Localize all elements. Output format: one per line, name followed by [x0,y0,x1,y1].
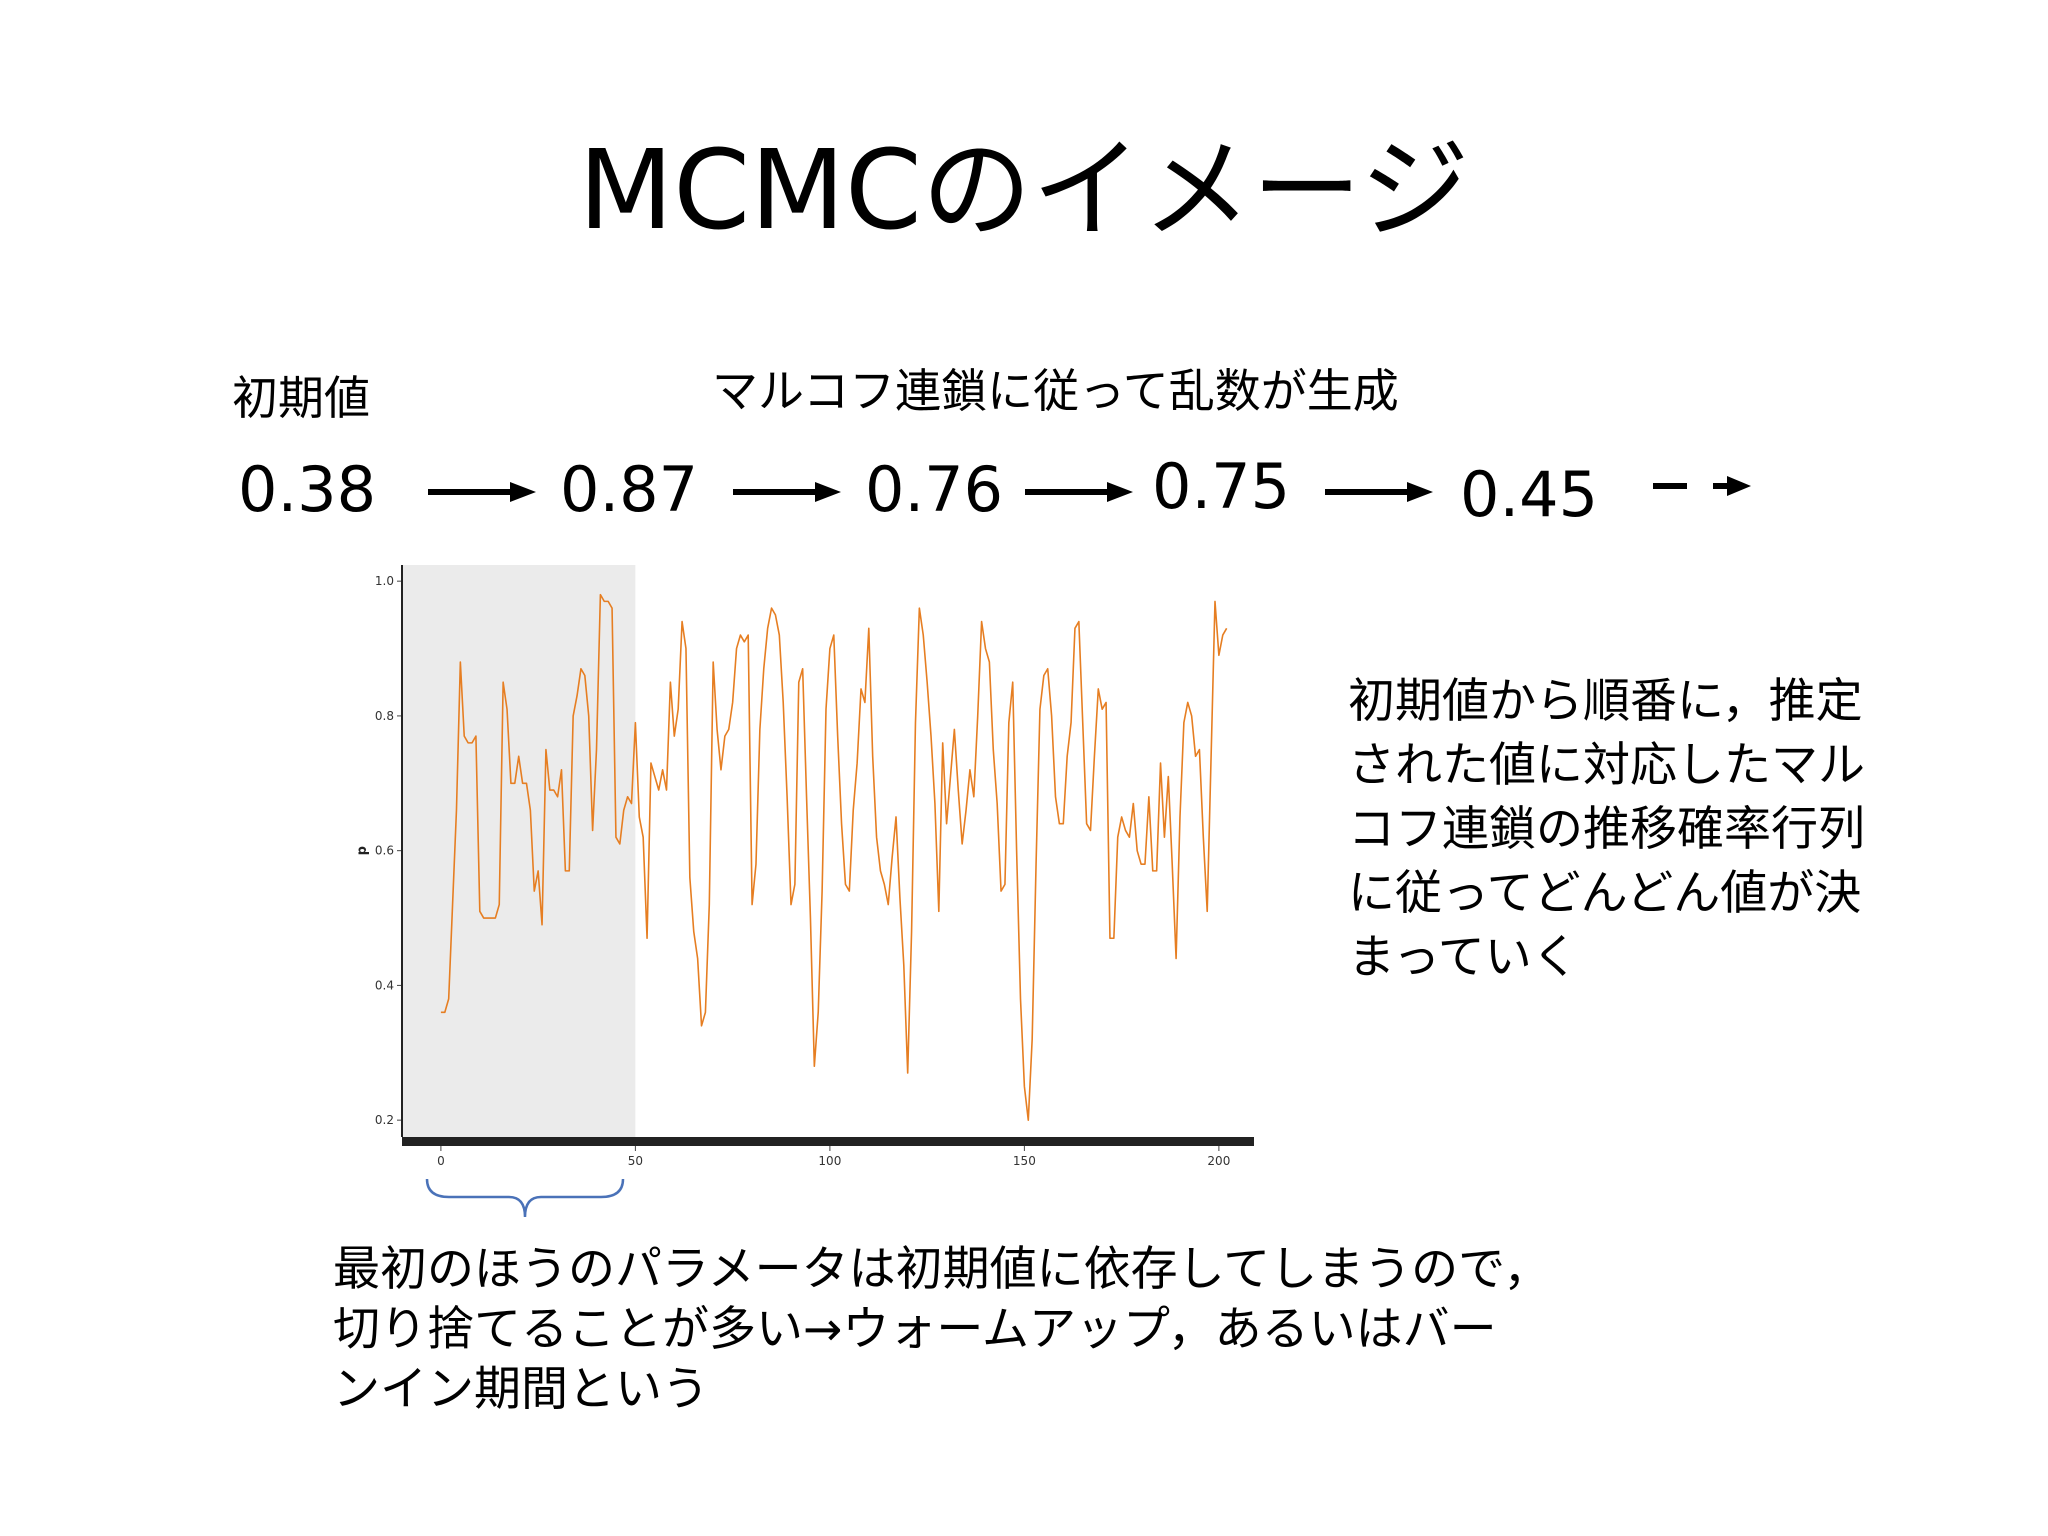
sequence-value-1: 0.38 [238,453,377,526]
sequence-value-3: 0.76 [865,453,1004,526]
markov-chain-label: マルコフ連鎖に従って乱数が生成 [712,364,1399,418]
sequence-value-5: 0.45 [1460,458,1599,531]
arrow-right-icon [1325,482,1433,502]
y-tick-label: 1.0 [375,574,394,588]
x-tick-label: 150 [1013,1154,1036,1165]
burn-in-line: 切り捨てることが多い→ウォームアップ，あるいはバー [333,1302,1497,1357]
x-axis-bar [402,1137,1254,1146]
initial-value-label: 初期値 [232,371,370,425]
burn-in-region [402,565,636,1137]
sequence-value-2: 0.87 [560,453,699,526]
burn-in-line: ンイン期間という [333,1362,709,1417]
arrow-right-icon [428,482,536,502]
explanation-line: まっていく [1348,930,1579,985]
slide-title: MCMCのイメージ [578,126,1470,254]
plot-background [635,565,1250,1137]
y-axis-label: p [355,846,370,855]
trace-line [440,593,1228,1121]
arrow-right-icon [733,482,841,502]
burn-in-brace-icon [425,1178,625,1218]
burn-in-note: 最初のほうのパラメータは初期値に依存してしまうので， 切り捨てることが多い→ウォ… [333,1240,1633,1420]
y-tick-label: 0.2 [375,1113,394,1127]
sequence-value-4: 0.75 [1152,450,1291,523]
arrow-right-icon [1025,482,1133,502]
trace-plot: 0.2 0.4 0.6 0.8 1.0 0 50 100 150 200 p [355,565,1254,1165]
dashed-arrow-right-icon [1653,476,1751,496]
y-tick-label: 0.4 [375,978,394,992]
explanation-note: 初期値から順番に，推定 された値に対応したマル コフ連鎖の推移確率行列 に従って… [1348,670,1948,990]
x-tick-label: 0 [437,1154,445,1165]
x-tick-label: 200 [1207,1154,1230,1165]
explanation-line: された値に対応したマル [1348,738,1865,793]
explanation-line: に従ってどんどん値が決 [1348,866,1862,921]
explanation-line: 初期値から順番に，推定 [1348,674,1863,729]
explanation-line: コフ連鎖の推移確率行列 [1348,802,1865,857]
x-tick-label: 100 [818,1154,841,1165]
burn-in-line: 最初のほうのパラメータは初期値に依存してしまうので， [333,1242,1551,1297]
y-tick-label: 0.8 [375,709,394,723]
x-tick-label: 50 [628,1154,643,1165]
y-tick-label: 0.6 [375,844,394,858]
